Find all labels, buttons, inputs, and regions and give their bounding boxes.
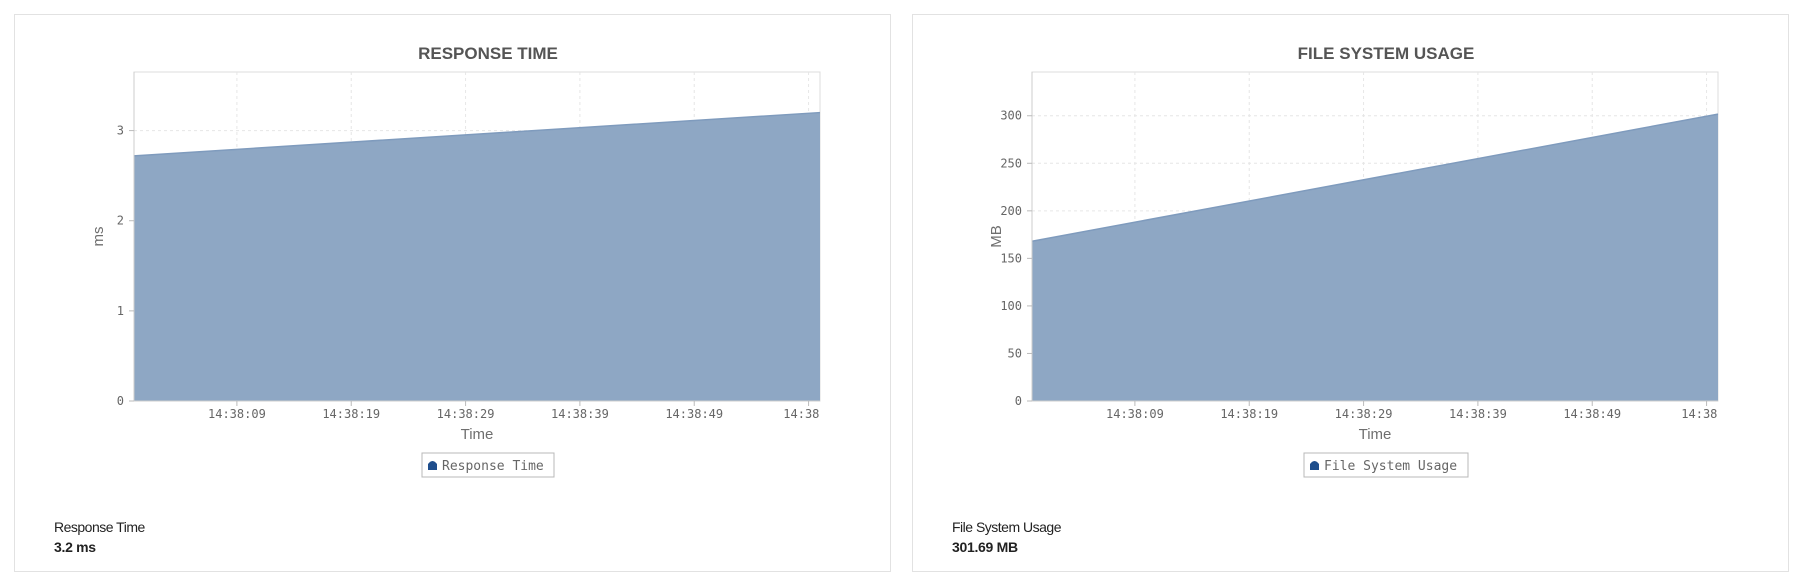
legend-marker [428,461,437,470]
file-system-usage-chart: FILE SYSTEM USAGE 0 50 100 150 200 250 300 14:38… [988,44,1732,478]
summary-label: Response Time [54,519,145,535]
chart-title: FILE SYSTEM USAGE [1298,44,1475,63]
series-line [133,111,821,157]
y-axis-label: ms [90,227,107,247]
x-tick-label: 14:38:09 [1106,407,1164,421]
response-time-panel: RESPONSE TIME 0 1 2 3 14:38:09 14:38:19 14:38:2… [14,14,891,572]
y-tick-label: 300 [1000,109,1022,123]
y-tick-label: 1 [117,304,124,318]
x-tick-label: 14:38:19 [1220,407,1278,421]
y-tick-label: 2 [117,214,124,228]
legend-label: Response Time [442,459,544,474]
y-tick-label: 200 [1000,204,1022,218]
legend: File System Usage [1303,452,1469,478]
y-axis-label: MB [988,225,1005,248]
legend-marker [1310,461,1319,470]
response-time-chart: RESPONSE TIME 0 1 2 3 14:38:09 14:38:19 14:38:2… [90,44,834,478]
legend-box [421,452,555,478]
x-axis-label: Time [461,426,494,443]
file-system-usage-summary: File System Usage 301.69 MB [952,519,1061,555]
x-tick-label: 14:38:29 [1335,407,1393,421]
x-tick-label: 14:38:39 [1449,407,1507,421]
series-line [1031,113,1719,242]
file-system-usage-panel: FILE SYSTEM USAGE 0 50 100 150 200 250 300 14:38… [912,14,1789,572]
summary-label: File System Usage [952,519,1061,535]
x-tick-label: 14:38:19 [322,407,380,421]
legend: Response Time [421,452,555,478]
y-tick-label: 0 [117,394,124,408]
summary-value: 301.69 MB [952,539,1018,555]
legend-box [1303,452,1469,478]
y-tick-label: 250 [1000,156,1022,170]
x-tick-label: 14:38:49 [1563,407,1621,421]
x-tick-label: 14:38:39 [551,407,609,421]
x-tick-label: 14:38:29 [437,407,495,421]
summary-value: 3.2 ms [54,539,96,555]
y-tick-label: 3 [117,124,124,138]
response-time-summary: Response Time 3.2 ms [54,519,145,555]
y-tick-label: 150 [1000,251,1022,265]
legend-label: File System Usage [1324,459,1457,474]
x-tick-label: 14:38:5 [1681,407,1732,421]
x-tick-label: 14:38:09 [208,407,266,421]
y-tick-label: 100 [1000,299,1022,313]
y-tick-label: 0 [1015,394,1022,408]
series-area [134,112,820,401]
x-axis-label: Time [1359,426,1392,443]
x-tick-label: 14:38:49 [665,407,723,421]
y-tick-label: 50 [1008,346,1022,360]
x-tick-label: 14:38:5 [783,407,834,421]
series-area [1032,114,1718,401]
chart-title: RESPONSE TIME [418,44,558,63]
